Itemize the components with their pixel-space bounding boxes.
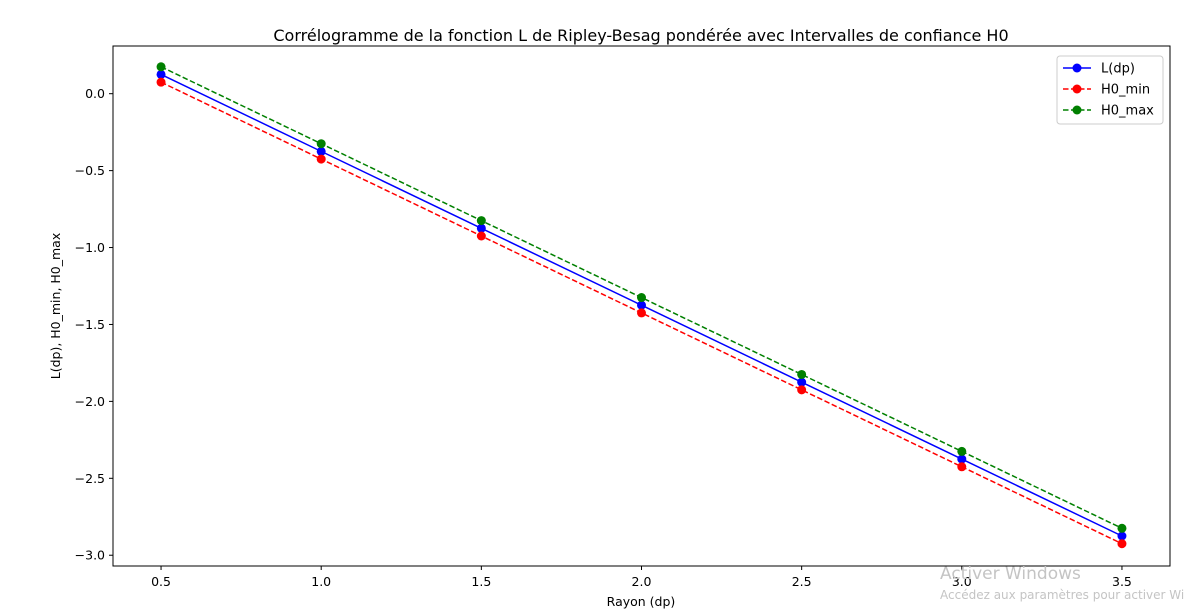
data-point-h0-max: [156, 62, 166, 72]
legend-label-l-dp: L(dp): [1101, 62, 1135, 77]
data-point-h0-max: [316, 139, 326, 149]
data-point-h0-max: [476, 216, 486, 226]
data-point-h0-max: [797, 369, 807, 379]
y-axis-label: L(dp), H0_min, H0_max: [48, 233, 63, 380]
data-point-h0-max: [1117, 523, 1127, 533]
legend-label-h0-min: H0_min: [1101, 83, 1150, 98]
x-tick-label: 2.0: [632, 574, 652, 589]
data-point-h0-max: [957, 446, 967, 456]
legend-box: [1056, 55, 1164, 125]
x-axis-label: Rayon (dp): [607, 594, 676, 609]
chart-title: Corrélogramme de la fonction L de Ripley…: [273, 26, 1008, 45]
data-point-l-dp: [797, 377, 807, 387]
x-tick-label: 2.5: [792, 574, 812, 589]
data-point-h0-max: [637, 293, 646, 303]
y-tick-label: −1.0: [75, 240, 105, 255]
data-point-l-dp: [1117, 531, 1127, 541]
y-tick-label: −2.5: [75, 471, 105, 486]
y-tick-label: 0.0: [85, 86, 105, 101]
x-tick-label: 1.5: [471, 574, 491, 589]
data-point-h0-min: [797, 385, 807, 395]
data-point-l-dp: [957, 454, 967, 464]
data-point-h0-min: [476, 231, 486, 241]
data-point-h0-min: [316, 154, 326, 164]
legend-marker-h0-min: [1072, 84, 1082, 94]
data-point-l-dp: [316, 146, 326, 156]
legend-label-h0-max: H0_max: [1101, 104, 1154, 119]
x-axis: 0.5 1.0 1.5 2.0 2.5 3.0 3.5: [151, 566, 1132, 589]
plot-area: [156, 62, 1127, 549]
x-tick-label: 0.5: [151, 574, 171, 589]
y-tick-label: −3.0: [75, 548, 105, 563]
data-point-h0-min: [637, 308, 646, 318]
data-point-h0-min: [156, 77, 166, 87]
x-tick-label: 3.0: [952, 574, 972, 589]
legend-marker-h0-max: [1072, 105, 1082, 115]
data-point-l-dp: [476, 223, 486, 233]
legend: L(dp) H0_min H0_max: [1056, 55, 1164, 125]
data-point-l-dp: [637, 300, 646, 310]
data-point-h0-min: [957, 462, 967, 472]
legend-marker-l-dp: [1072, 63, 1082, 73]
y-tick-label: −1.5: [75, 317, 105, 332]
x-tick-label: 3.5: [1112, 574, 1132, 589]
data-point-h0-min: [1117, 539, 1127, 549]
y-tick-label: −2.0: [75, 394, 105, 409]
x-tick-label: 1.0: [311, 574, 331, 589]
y-axis: 0.0 −0.5 −1.0 −1.5 −2.0 −2.5 −3.0: [75, 86, 113, 563]
data-point-l-dp: [156, 69, 166, 79]
y-tick-label: −0.5: [75, 163, 105, 178]
